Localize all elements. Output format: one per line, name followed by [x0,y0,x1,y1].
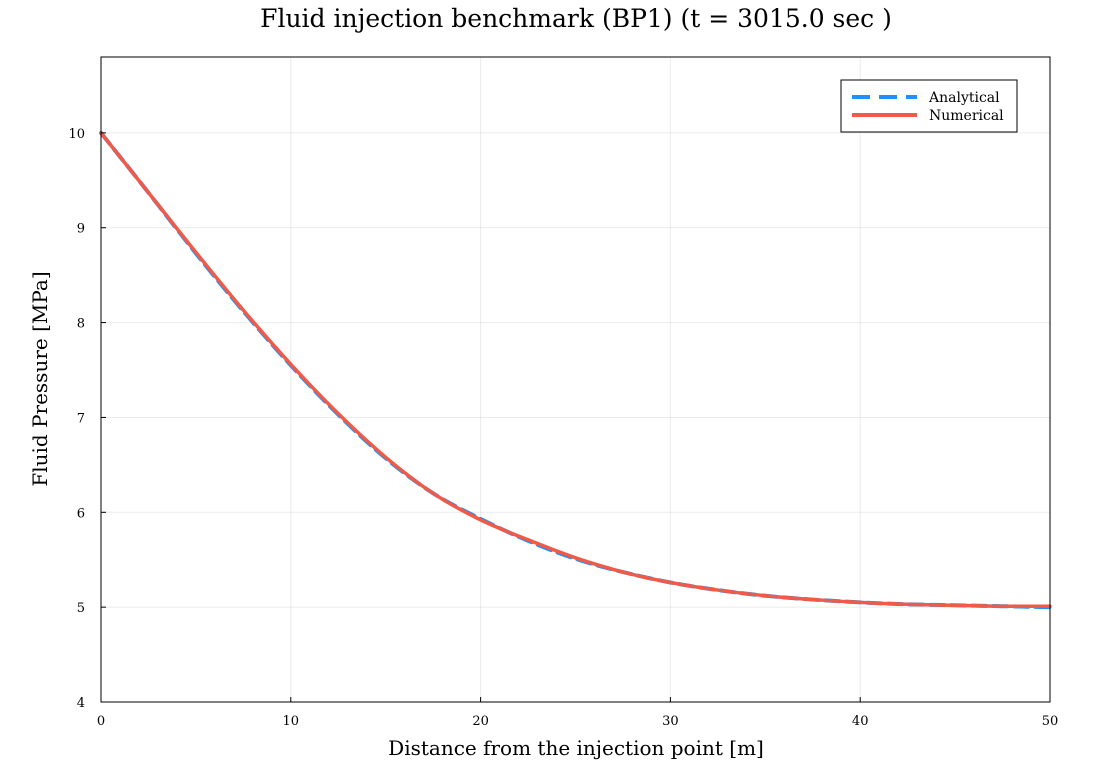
grid [100,57,1051,703]
y-tick-label: 9 [77,222,85,237]
x-tick-label: 30 [662,714,679,729]
x-tick-label: 0 [97,714,105,729]
x-axis-label: Distance from the injection point [m] [388,736,764,760]
y-tick-label: 10 [68,127,85,142]
y-tick-label: 8 [77,317,85,332]
chart-title: Fluid injection benchmark (BP1) (t = 301… [260,4,892,33]
series-line-numerical [99,131,1052,609]
x-tick-label: 50 [1042,714,1059,729]
y-axis-label: Fluid Pressure [MPa] [28,271,52,486]
legend: Analytical Numerical [840,79,1018,133]
legend-label-numerical: Numerical [929,108,1004,124]
x-tick-label: 40 [852,714,869,729]
x-tick-label: 10 [283,714,300,729]
y-tick-label: 6 [77,506,85,521]
y-tick-label: 7 [77,411,85,426]
x-tick-label: 20 [472,714,489,729]
legend-box [840,79,1018,133]
series-layer [99,130,1052,610]
plot-frame [100,56,1051,703]
ticks: 0 10 20 30 40 50 4 5 6 7 8 9 10 [68,127,1058,729]
legend-label-analytical: Analytical [928,90,1000,106]
y-tick-label: 4 [77,696,85,711]
y-tick-label: 5 [77,601,85,616]
plot-area [101,57,1050,702]
